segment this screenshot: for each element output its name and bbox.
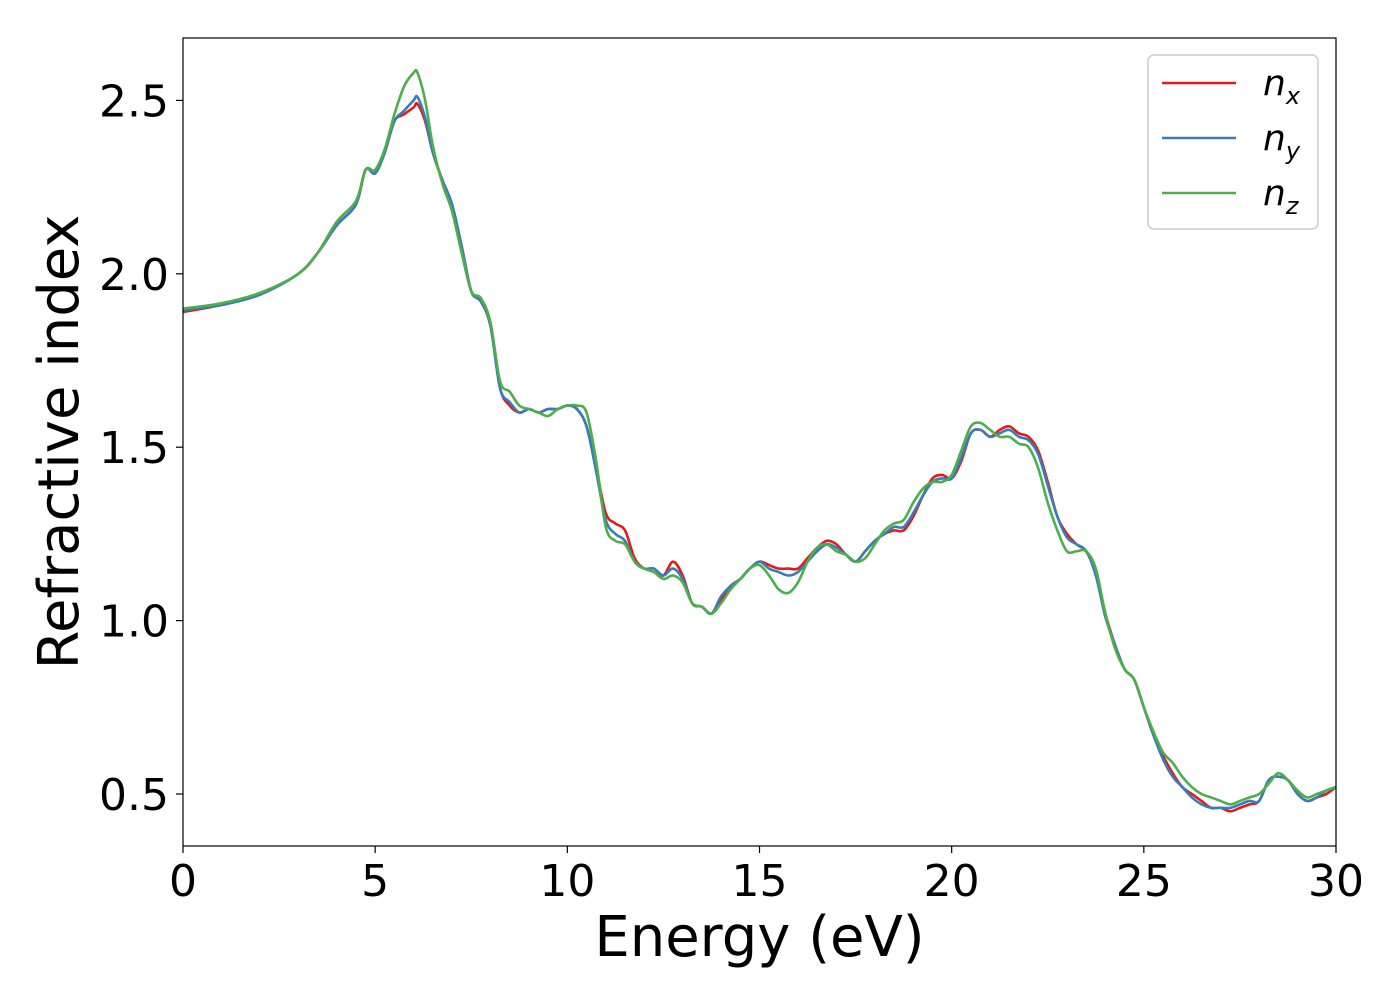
x-axis-ticks: 0 5 10 15 20 25 30 (169, 846, 1364, 907)
legend-label-y: ny (1263, 118, 1301, 165)
y-axis-ticks: 0.5 1.0 1.5 2.0 2.5 (99, 76, 183, 821)
legend-label-z: nz (1263, 173, 1300, 220)
legend-entries: nx ny nz (1162, 63, 1301, 220)
legend-label-x: nx (1263, 63, 1301, 110)
series-line-z (183, 68, 1336, 806)
x-axis-title: Energy (eV) (594, 905, 924, 970)
legend-box (1147, 54, 1319, 230)
x-tick-label: 5 (361, 856, 389, 907)
x-tick-label: 20 (924, 856, 980, 907)
series-layer (183, 68, 1336, 813)
legend: nx ny nz (1147, 54, 1319, 230)
x-tick-label: 25 (1116, 856, 1172, 907)
y-tick-label: 2.0 (99, 250, 169, 301)
x-tick-label: 10 (539, 856, 595, 907)
y-tick-label: 2.5 (99, 76, 169, 127)
y-axis-title: Refractive index (27, 215, 92, 670)
x-tick-label: 15 (732, 856, 788, 907)
x-tick-label: 0 (169, 856, 197, 907)
y-tick-label: 1.5 (99, 423, 169, 474)
y-tick-label: 0.5 (99, 770, 169, 821)
x-tick-label: 30 (1308, 856, 1364, 907)
y-tick-label: 1.0 (99, 597, 169, 648)
series-line-y (183, 94, 1336, 810)
